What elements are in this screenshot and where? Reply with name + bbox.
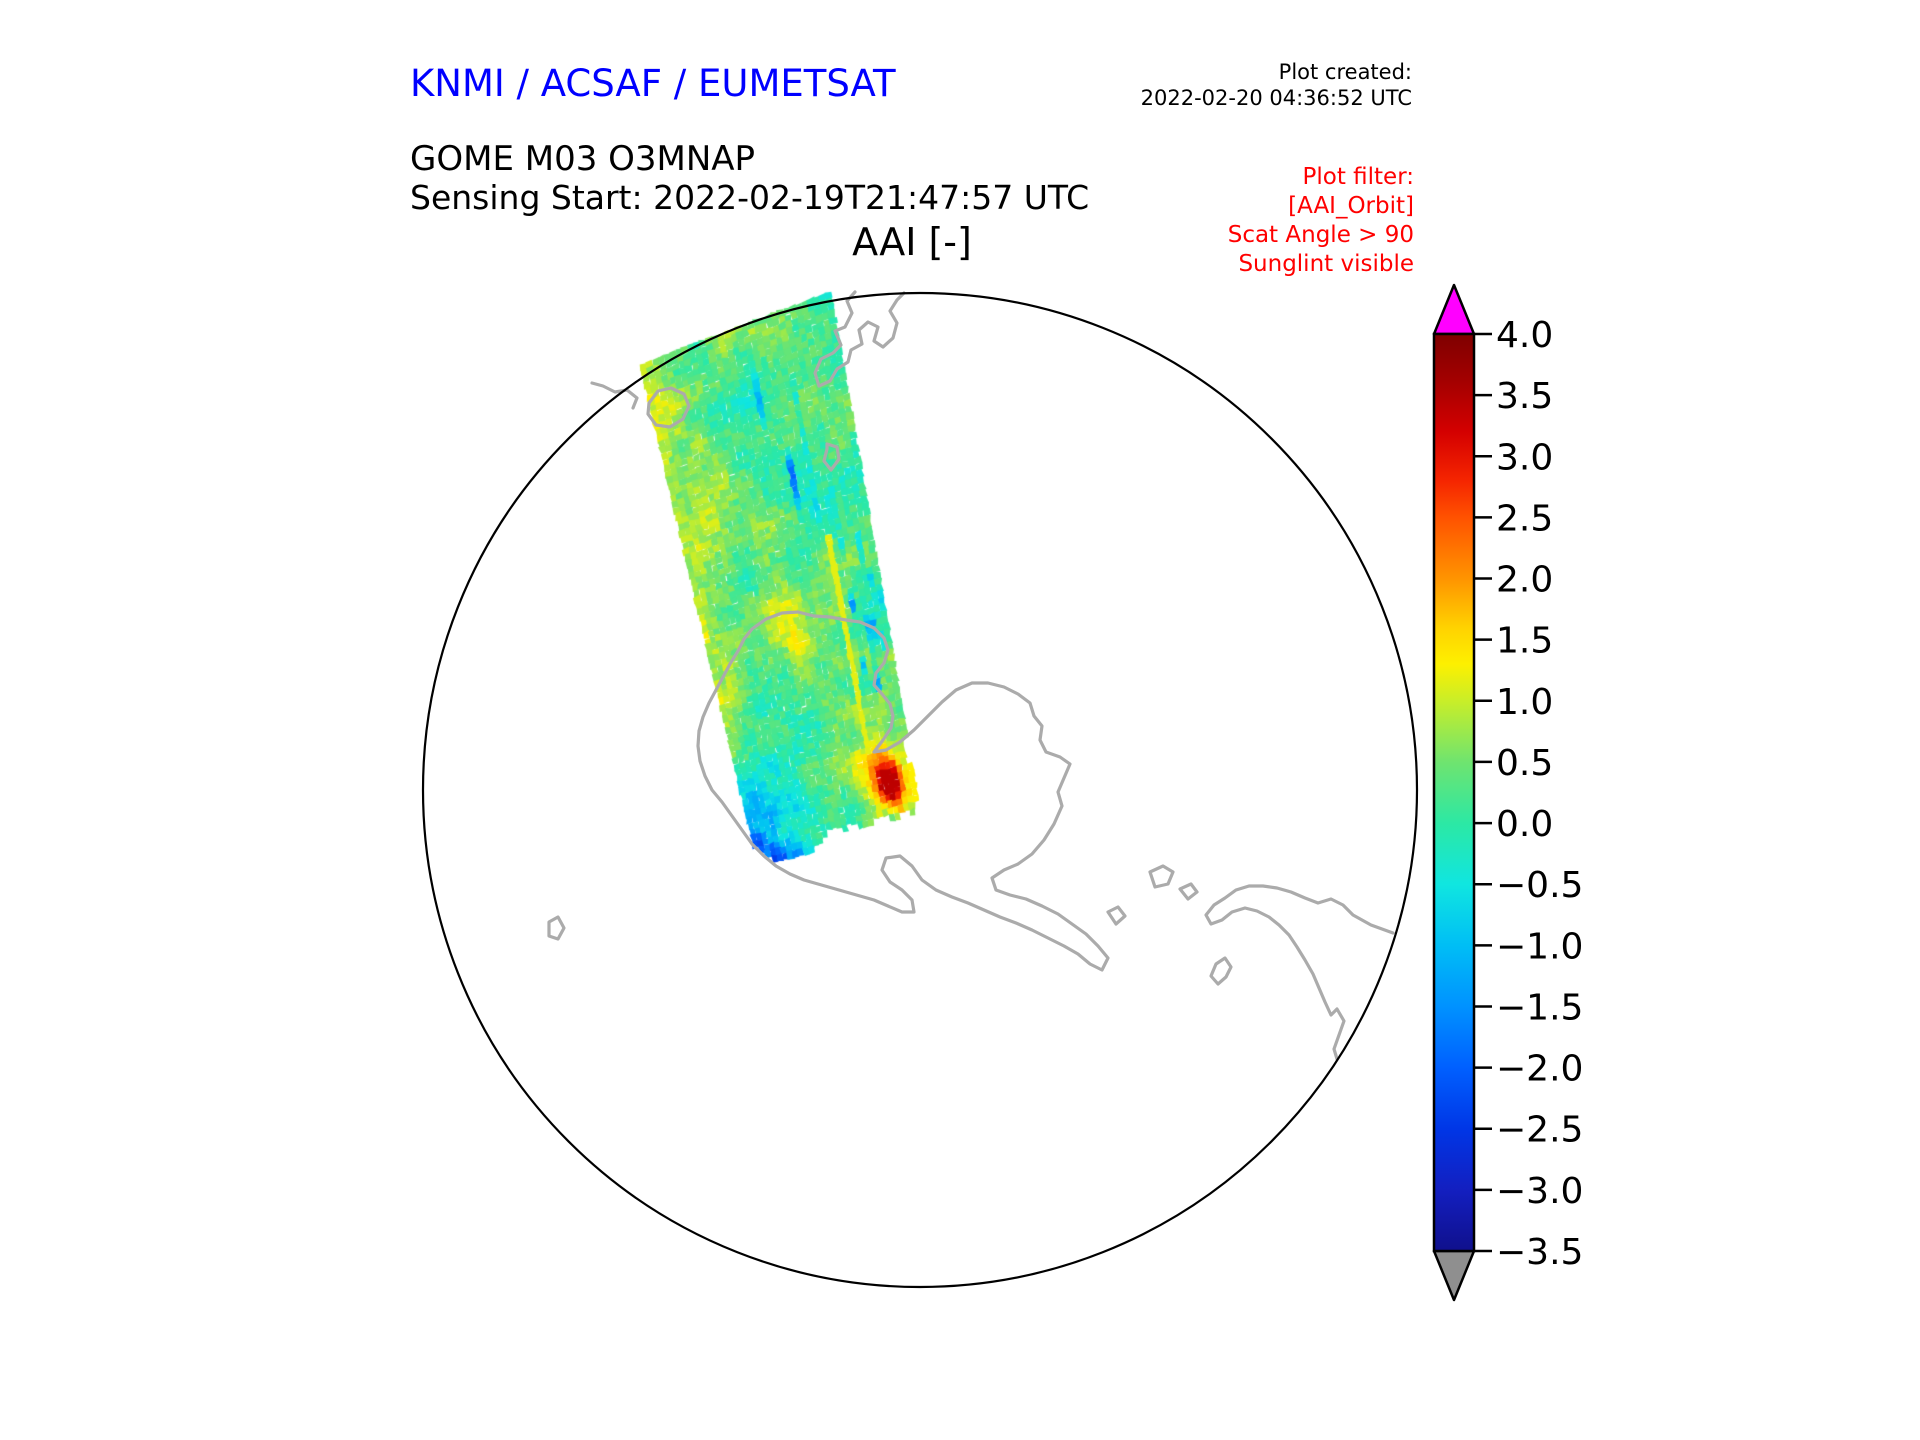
colorbar-tick-label: −1.5 — [1496, 987, 1583, 1028]
colorbar-tick-label: −0.5 — [1496, 865, 1583, 906]
colorbar-tick-label: 4.0 — [1496, 315, 1553, 356]
colorbar-under-arrow — [1432, 1249, 1476, 1302]
plot-filter-block: Plot filter: [AAI_Orbit] Scat Angle > 90… — [1228, 163, 1414, 279]
coastline-path — [1178, 882, 1199, 901]
colorbar-tick-label: 0.0 — [1496, 804, 1553, 845]
coastline-path — [813, 290, 906, 388]
coastline-path — [547, 915, 566, 941]
coastline-path — [646, 386, 691, 429]
colorbar-tick-label: −1.0 — [1496, 926, 1583, 967]
plot-filter-line: Scat Angle > 90 — [1227, 222, 1414, 248]
plot-created-block: Plot created: 2022-02-20 04:36:52 UTC — [1141, 59, 1412, 111]
sensing-start-timestamp: Sensing Start: 2022-02-19T21:47:57 UTC — [410, 178, 1090, 217]
plot-created-label: Plot created: — [1278, 60, 1412, 84]
colorbar-gradient-bar — [1432, 332, 1476, 1253]
plot-filter-line: Sunglint visible — [1238, 251, 1414, 277]
coastline-path — [696, 610, 1110, 972]
coastline-path — [1106, 905, 1127, 926]
colorbar-tick-label: 3.5 — [1496, 376, 1553, 417]
org-title: KNMI / ACSAF / EUMETSAT — [410, 62, 896, 105]
map-boundary-circle — [421, 291, 1419, 1289]
coastline-path — [1148, 864, 1175, 889]
colorbar-tick-label: 3.0 — [1496, 437, 1553, 478]
chart-title: AAI [-] — [852, 220, 972, 264]
colorbar-tick-label: −3.0 — [1496, 1171, 1583, 1212]
coastline-path — [822, 442, 841, 472]
coastlines — [547, 290, 1395, 1061]
colorbar-tick-label: −2.0 — [1496, 1049, 1583, 1090]
coastline-path — [1209, 956, 1233, 986]
colorbar-over-arrow — [1432, 283, 1476, 336]
plot-filter-line: Plot filter: — [1302, 164, 1414, 190]
colorbar-tick-label: 1.0 — [1496, 682, 1553, 723]
colorbar-tick-label: 2.0 — [1496, 560, 1553, 601]
coastline-path — [590, 381, 639, 410]
colorbar: 4.0 3.5 3.0 2.5 2.0 1.5 1.0 0.5 0.0 −0.5 −1.0 −1.5 −… — [1432, 283, 1583, 1302]
colorbar-tick-label: 0.5 — [1496, 743, 1553, 784]
coastline-path — [1204, 884, 1395, 1061]
plot-created-timestamp: 2022-02-20 04:36:52 UTC — [1140, 86, 1412, 110]
colorbar-tick-label: −2.5 — [1496, 1110, 1583, 1151]
plot-filter-line: [AAI_Orbit] — [1288, 193, 1414, 219]
colorbar-tick-label: 1.5 — [1496, 621, 1553, 662]
colorbar-tick-label: 2.5 — [1496, 498, 1553, 539]
colorbar-tick-label: −3.5 — [1496, 1232, 1583, 1273]
product-name: GOME M03 O3MNAP — [410, 139, 756, 179]
